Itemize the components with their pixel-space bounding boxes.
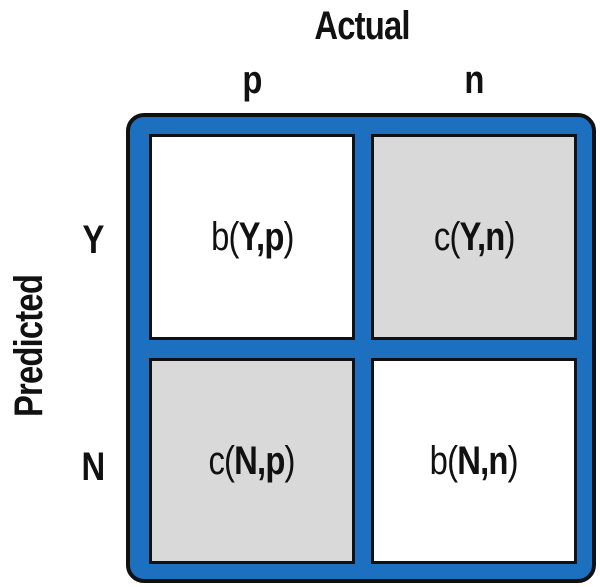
column-label-n: n	[464, 58, 484, 102]
cell-close-paren: )	[284, 438, 296, 483]
cell-open-paren: (	[449, 214, 460, 259]
actual-axis-title: Actual	[314, 4, 410, 48]
cell-col-symbol: p	[263, 214, 284, 259]
cell-close-paren: )	[507, 438, 519, 483]
cell-row-symbol: Y	[459, 214, 477, 259]
cell-fn: b	[429, 438, 448, 483]
cell-row-symbol: Y	[238, 214, 256, 259]
cell-fn: b	[210, 214, 229, 259]
cell-col-symbol: p	[265, 438, 286, 483]
cell-col-symbol: n	[488, 438, 509, 483]
cell-close-paren: )	[283, 214, 294, 259]
cell-open-paren: (	[228, 214, 239, 259]
row-label-y: Y	[82, 218, 104, 262]
cell-row-symbol: N	[234, 438, 259, 483]
cell-close-paren: )	[504, 214, 515, 259]
confusion-matrix-frame: b(Y,p) c(Y,n) c(N,p) b(N,n)	[126, 113, 596, 583]
cell-col-symbol: n	[485, 214, 505, 259]
cell-open-paren: (	[447, 438, 458, 483]
column-label-p: p	[242, 58, 262, 102]
cell-benefit-y-p: b(Y,p)	[149, 134, 355, 340]
cell-benefit-n-n: b(N,n)	[371, 358, 577, 564]
cell-separator: ,	[480, 438, 489, 483]
cell-cost-n-p: c(N,p)	[149, 358, 355, 564]
cell-open-paren: (	[224, 438, 235, 483]
cell-fn: c	[433, 214, 450, 259]
cell-fn: c	[208, 438, 225, 483]
cell-separator: ,	[476, 214, 486, 259]
row-label-n: N	[81, 445, 106, 489]
cell-separator: ,	[255, 214, 265, 259]
cell-separator: ,	[257, 438, 266, 483]
predicted-axis-title: Predicted	[7, 274, 51, 418]
cell-cost-y-n: c(Y,n)	[371, 134, 577, 340]
cell-row-symbol: N	[457, 438, 482, 483]
